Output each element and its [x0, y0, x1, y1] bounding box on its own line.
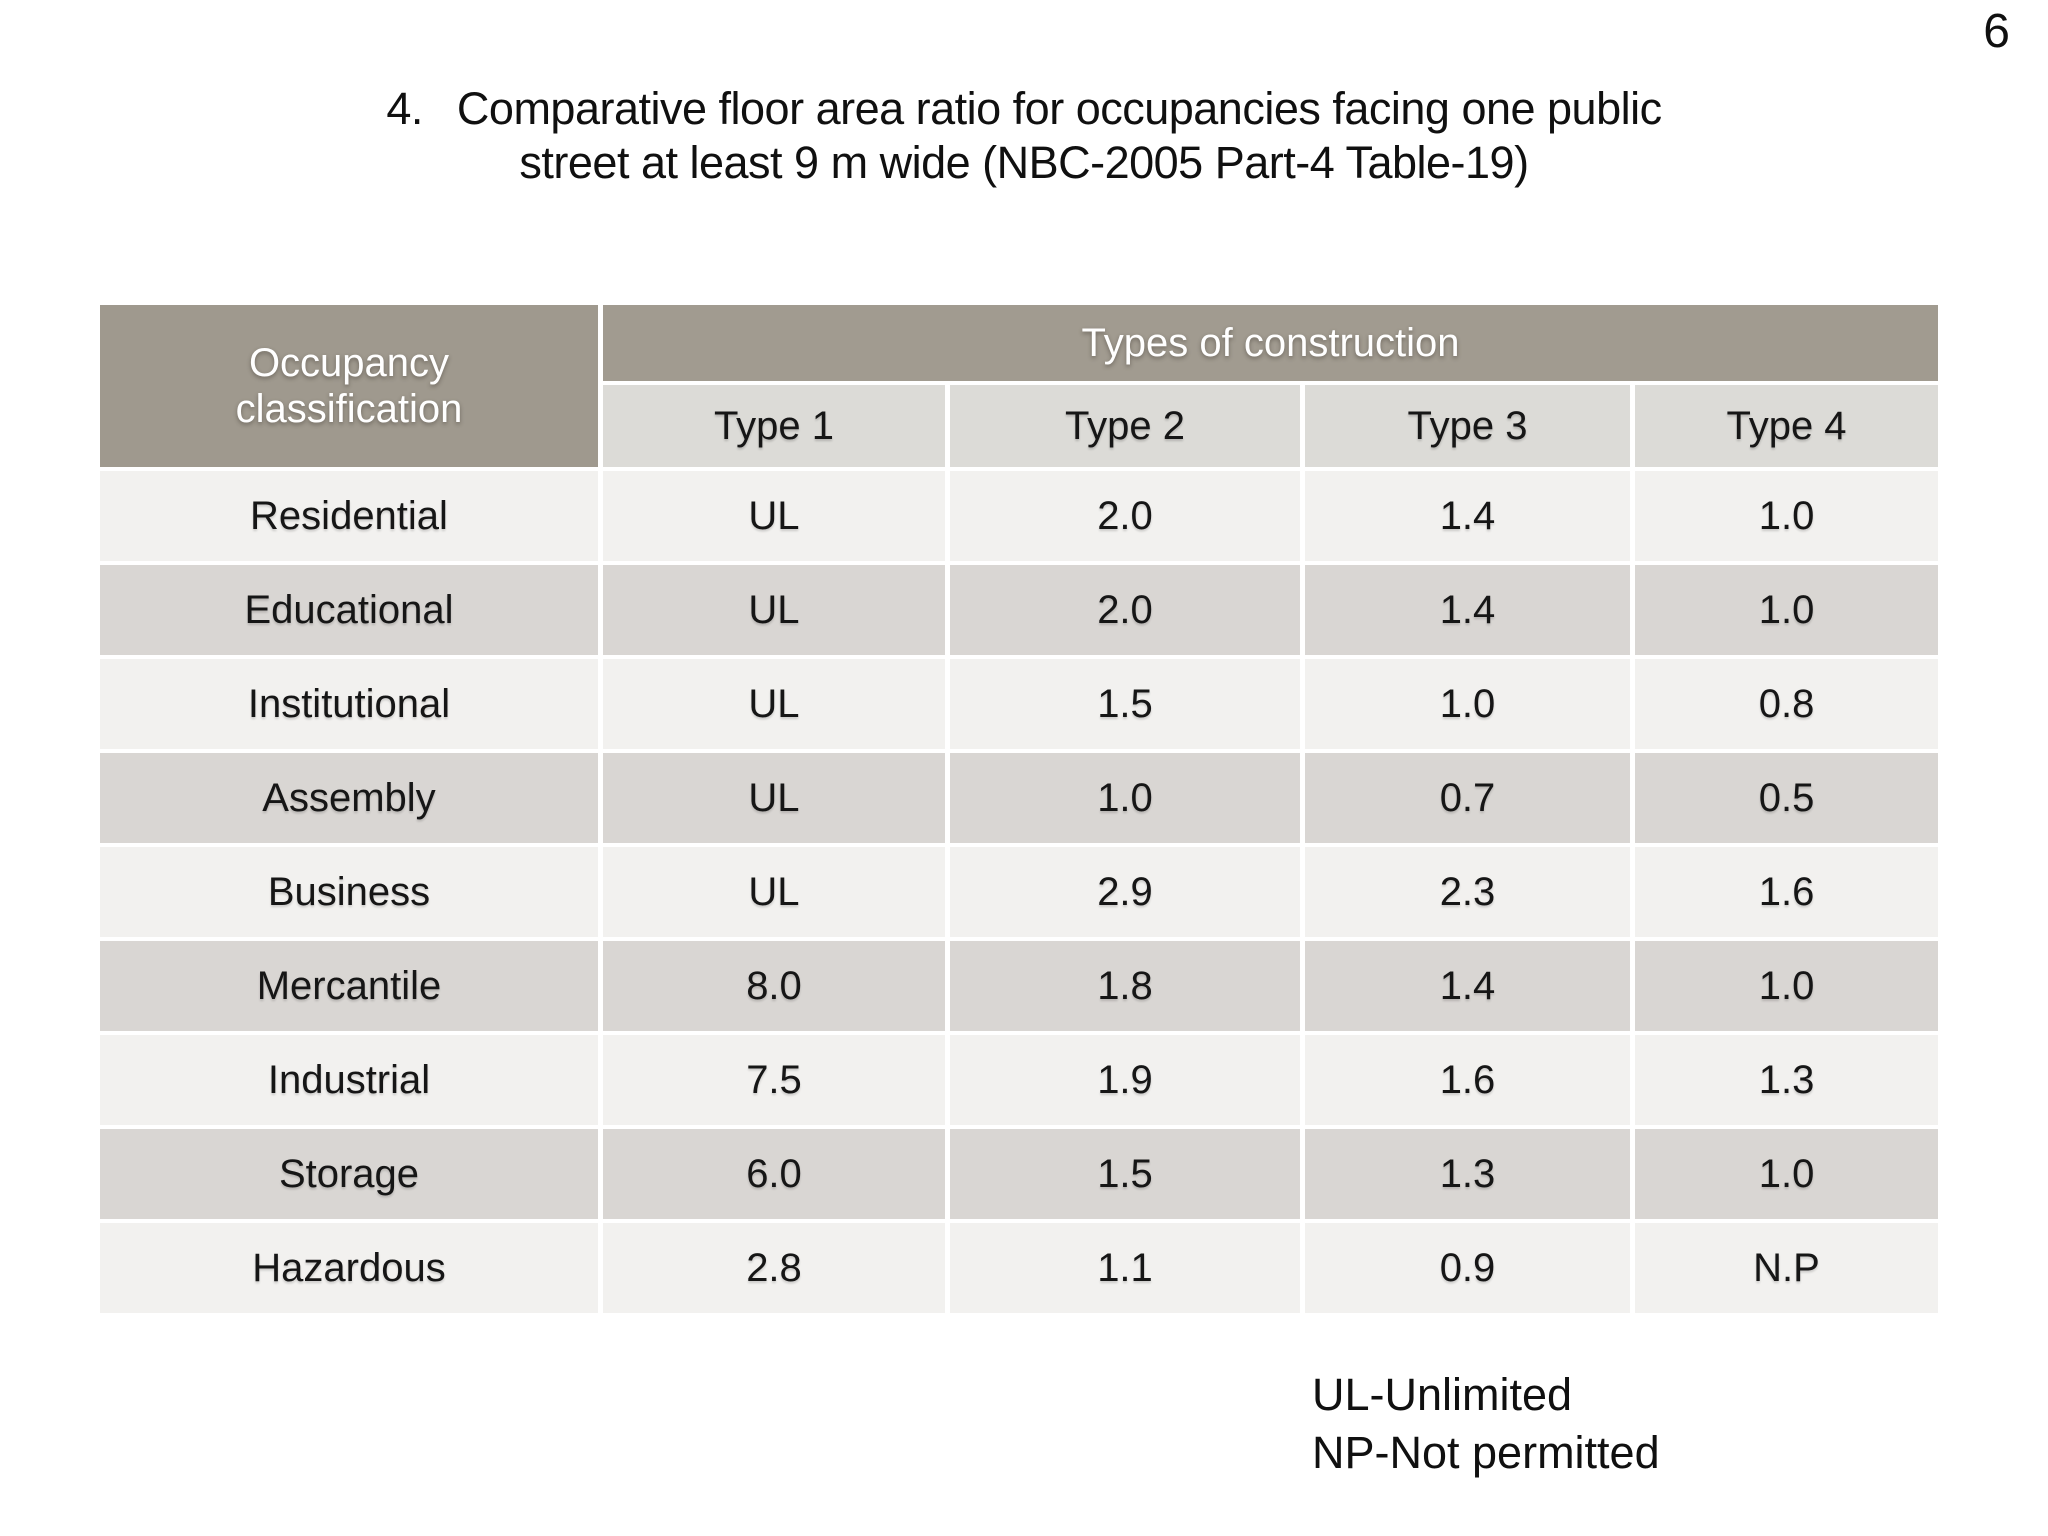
table-cell: 1.1	[950, 1223, 1300, 1313]
table-cell: UL	[603, 753, 945, 843]
table-cell: 0.7	[1305, 753, 1630, 843]
row-label: Residential	[100, 471, 598, 561]
row-label: Educational	[100, 565, 598, 655]
table-row-assembly: Assembly UL 1.0 0.7 0.5	[100, 753, 1939, 843]
slide-title-line-2: street at least 9 m wide (NBC-2005 Part-…	[519, 137, 1529, 188]
table-cell: 1.4	[1305, 471, 1630, 561]
title-list-number: 4.	[386, 83, 423, 134]
corner-header-text: Occupancy classification	[235, 341, 463, 431]
legend-np-note: NP-Not permitted	[1312, 1426, 1660, 1478]
table-cell: 7.5	[603, 1035, 945, 1125]
floor-area-ratio-table: Occupancy classification Types of constr…	[95, 301, 1943, 1317]
column-header-type1: Type 1	[603, 385, 945, 467]
table-cell: 2.8	[603, 1223, 945, 1313]
table-cell: 6.0	[603, 1129, 945, 1219]
table-cell: 1.0	[1635, 565, 1939, 655]
table-cell: 1.4	[1305, 941, 1630, 1031]
table-cell: 1.0	[1635, 1129, 1939, 1219]
table-cell: UL	[603, 471, 945, 561]
table-cell: 1.4	[1305, 565, 1630, 655]
table-row-storage: Storage 6.0 1.5 1.3 1.0	[100, 1129, 1939, 1219]
corner-header-cell: Occupancy classification	[100, 305, 598, 467]
column-header-type3: Type 3	[1305, 385, 1630, 467]
table-cell: 1.5	[950, 659, 1300, 749]
column-header-type4: Type 4	[1635, 385, 1939, 467]
table-cell: 1.0	[1635, 941, 1939, 1031]
row-label: Storage	[100, 1129, 598, 1219]
table-cell: 1.0	[1635, 471, 1939, 561]
table-cell: 1.0	[950, 753, 1300, 843]
table-row-mercantile: Mercantile 8.0 1.8 1.4 1.0	[100, 941, 1939, 1031]
table-cell: UL	[603, 565, 945, 655]
table-cell: 2.9	[950, 847, 1300, 937]
page-number: 6	[1983, 5, 2010, 58]
table-cell: 1.0	[1305, 659, 1630, 749]
table-cell: 2.0	[950, 565, 1300, 655]
table-row-educational: Educational UL 2.0 1.4 1.0	[100, 565, 1939, 655]
table-cell: 0.5	[1635, 753, 1939, 843]
column-header-type2: Type 2	[950, 385, 1300, 467]
table-cell: UL	[603, 659, 945, 749]
legend: UL-Unlimited NP-Not permitted	[1312, 1366, 1660, 1481]
slide-title-line-1: 4. Comparative floor area ratio for occup…	[0, 82, 2048, 136]
row-label: Institutional	[100, 659, 598, 749]
types-of-construction-header: Types of construction	[603, 305, 1939, 381]
row-label: Industrial	[100, 1035, 598, 1125]
table-cell: 1.3	[1635, 1035, 1939, 1125]
table-header-row: Occupancy classification Types of constr…	[100, 305, 1939, 467]
row-label: Business	[100, 847, 598, 937]
table-cell: 1.9	[950, 1035, 1300, 1125]
slide-title: 4. Comparative floor area ratio for occup…	[0, 82, 2048, 190]
table-subheader-row: Type 1 Type 2 Type 3 Type 4	[100, 385, 1939, 467]
table-cell: 2.0	[950, 471, 1300, 561]
row-label: Mercantile	[100, 941, 598, 1031]
row-label: Assembly	[100, 753, 598, 843]
table-cell: UL	[603, 847, 945, 937]
row-label: Hazardous	[100, 1223, 598, 1313]
table-cell: N.P	[1635, 1223, 1939, 1313]
table-cell: 1.5	[950, 1129, 1300, 1219]
table-cell: 1.8	[950, 941, 1300, 1031]
table-row-residential: Residential UL 2.0 1.4 1.0	[100, 471, 1939, 561]
table-cell: 1.6	[1635, 847, 1939, 937]
table-cell: 2.3	[1305, 847, 1630, 937]
table-cell: 0.8	[1635, 659, 1939, 749]
table-row-institutional: Institutional UL 1.5 1.0 0.8	[100, 659, 1939, 749]
table-cell: 0.9	[1305, 1223, 1630, 1313]
table-cell: 1.3	[1305, 1129, 1630, 1219]
table-row-hazardous: Hazardous 2.8 1.1 0.9 N.P	[100, 1223, 1939, 1313]
legend-ul-note: UL-Unlimited	[1312, 1369, 1573, 1420]
table-cell: 8.0	[603, 941, 945, 1031]
table-cell: 1.6	[1305, 1035, 1630, 1125]
title-text-line-1: Comparative floor area ratio for occupan…	[456, 83, 1662, 134]
table-row-industrial: Industrial 7.5 1.9 1.6 1.3	[100, 1035, 1939, 1125]
table-row-business: Business UL 2.9 2.3 1.6	[100, 847, 1939, 937]
